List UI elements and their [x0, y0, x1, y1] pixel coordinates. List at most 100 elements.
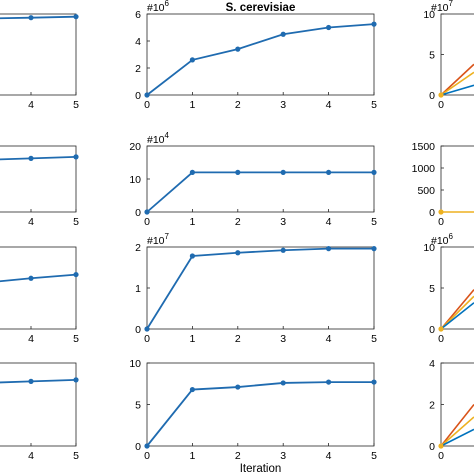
data-point: [235, 169, 241, 175]
y-tick-label: 20: [129, 141, 141, 153]
series-line: [440, 428, 474, 447]
x-tick-label: 0: [438, 450, 444, 462]
data-point: [144, 443, 150, 449]
y-tick-label: 5: [429, 283, 435, 295]
y-tick-label: 2: [135, 63, 141, 75]
data-point: [144, 326, 150, 332]
x-tick-label: 5: [371, 333, 377, 345]
axes-frame: [440, 362, 474, 447]
axes-frame: [146, 246, 375, 330]
x-tick-label: 0: [144, 450, 150, 462]
y-tick-label: 2: [429, 400, 435, 412]
exponent-label: #107: [147, 232, 170, 247]
x-tick-label: 0: [438, 99, 444, 111]
exponent-label: #106: [431, 232, 454, 247]
series-line: [0, 378, 77, 384]
x-tick-label: 4: [326, 99, 332, 111]
y-tick-label: 10: [129, 174, 141, 186]
y-tick-label: 0: [429, 441, 435, 453]
x-tick-label: 4: [28, 99, 34, 111]
data-point: [326, 379, 332, 385]
data-point: [438, 209, 444, 215]
series-line: [440, 416, 474, 447]
y-tick-label: 500: [417, 185, 435, 197]
data-point: [438, 443, 444, 449]
x-tick-label: 0: [144, 333, 150, 345]
series-line: [146, 23, 375, 96]
exponent-label: #104: [147, 131, 170, 146]
series-line: [440, 63, 474, 96]
series-line: [440, 302, 474, 330]
y-tick-label: 0: [135, 207, 141, 219]
data-point: [144, 209, 150, 215]
x-tick-label: 2: [235, 216, 241, 228]
x-tick-label: 0: [144, 216, 150, 228]
data-point: [28, 155, 34, 161]
x-tick-label: 2: [235, 99, 241, 111]
y-tick-label: 4: [135, 36, 141, 48]
data-point: [28, 15, 34, 21]
data-point: [235, 250, 241, 256]
series-line: [146, 171, 374, 213]
data-point: [144, 92, 150, 98]
exponent-label: #107: [431, 0, 454, 14]
data-point: [235, 384, 241, 390]
x-tick-label: 4: [28, 333, 34, 345]
x-tick-label: 1: [189, 450, 195, 462]
x-tick-label: 2: [235, 450, 241, 462]
y-tick-label: 1000: [412, 163, 436, 175]
y-tick-label: 10: [129, 358, 141, 370]
series-line: [440, 404, 474, 447]
x-tick-label: 4: [326, 216, 332, 228]
x-tick-label: 5: [371, 99, 377, 111]
y-tick-label: 0: [135, 441, 141, 453]
series-line: [0, 15, 77, 20]
data-point: [280, 169, 286, 175]
series-line: [146, 381, 374, 447]
y-tick-label: 0: [429, 90, 435, 102]
axes-frame: [0, 362, 77, 447]
data-point: [73, 14, 79, 20]
x-tick-label: 1: [189, 99, 195, 111]
axes-frame: [440, 145, 474, 213]
data-point: [189, 253, 195, 259]
data-point: [73, 154, 79, 160]
data-point: [371, 169, 377, 175]
data-point: [28, 275, 34, 281]
series-line: [146, 247, 374, 330]
y-tick-label: 4: [429, 358, 435, 370]
y-tick-label: 0: [135, 90, 141, 102]
data-point: [326, 24, 332, 31]
data-point: [326, 246, 332, 252]
y-tick-label: 0: [135, 324, 141, 336]
x-tick-label: 2: [235, 333, 241, 345]
axes-frame: [0, 246, 77, 330]
data-point: [371, 379, 377, 385]
data-point: [438, 92, 444, 98]
y-tick-label: 10: [423, 242, 435, 254]
x-tick-label: 5: [73, 333, 79, 345]
axes-frame: [0, 145, 77, 213]
y-tick-label: 5: [429, 50, 435, 62]
series-line: [440, 84, 474, 96]
x-tick-label: 0: [438, 333, 444, 345]
data-point: [73, 271, 79, 278]
x-tick-label: 3: [280, 216, 286, 228]
series-line: [0, 155, 77, 161]
data-point: [438, 326, 444, 332]
x-tick-label: 4: [28, 450, 34, 462]
x-tick-label: 0: [438, 216, 444, 228]
x-tick-label: 5: [371, 216, 377, 228]
data-point: [189, 57, 195, 63]
y-tick-label: 6: [135, 9, 141, 21]
axes-frame: [0, 13, 77, 96]
x-axis-label: Iteration: [240, 463, 282, 474]
x-tick-label: 1: [189, 216, 195, 228]
x-tick-label: 3: [280, 333, 286, 345]
x-tick-label: 3: [280, 99, 286, 111]
x-tick-label: 4: [28, 216, 34, 228]
y-tick-label: 1500: [412, 141, 436, 153]
data-point: [280, 380, 286, 386]
data-point: [189, 169, 195, 175]
